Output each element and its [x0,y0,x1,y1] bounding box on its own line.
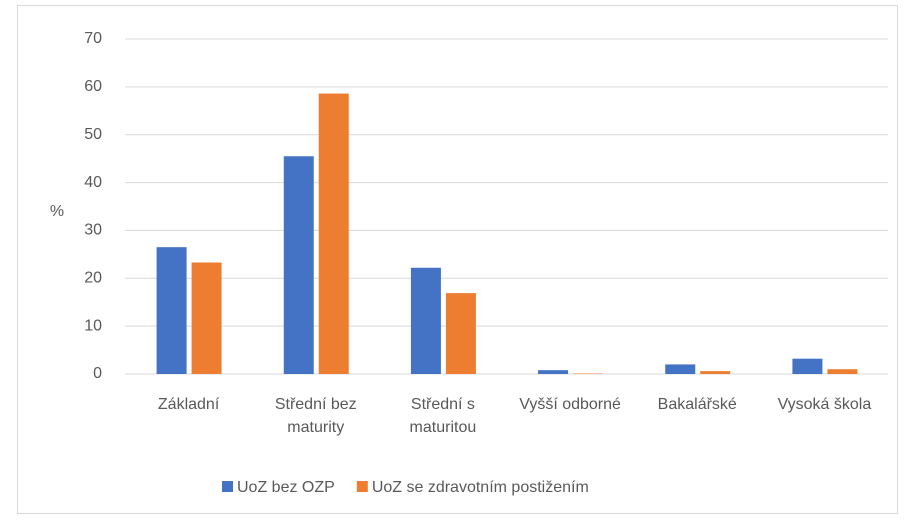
x-tick-label: Vyšší odborné [519,396,621,413]
legend-label: UoZ bez OZP [237,479,335,496]
legend-swatch [356,481,368,492]
x-tick-label: Bakalářské [657,396,737,413]
bar [191,262,222,374]
y-tick-label: 20 [84,270,102,287]
bar [410,267,441,374]
y-tick-label: 40 [84,174,102,191]
bar [318,93,349,375]
legend-label: UoZ se zdravotním postižením [372,479,589,496]
bar [827,369,858,374]
x-tick-label: Vysoká škola [777,396,872,413]
y-tick-label: 30 [84,222,102,239]
bar [792,358,823,374]
x-tick-label: Střední bez maturity [274,396,357,436]
y-tick-label: 50 [84,126,102,143]
legend-swatch [222,481,233,492]
bar [156,247,187,374]
x-tick-label: Základní [157,396,220,413]
bar [700,371,731,374]
y-tick-label: 0 [93,365,102,382]
bar [665,364,696,374]
y-tick-label: 60 [84,78,102,95]
bar [445,293,476,374]
x-tick-label: Střední s maturitou [409,396,477,436]
bar [283,156,314,374]
bar [538,370,569,374]
y-axis-label: % [50,203,64,220]
y-tick-label: 70 [84,30,102,47]
y-tick-label: 10 [84,317,102,334]
